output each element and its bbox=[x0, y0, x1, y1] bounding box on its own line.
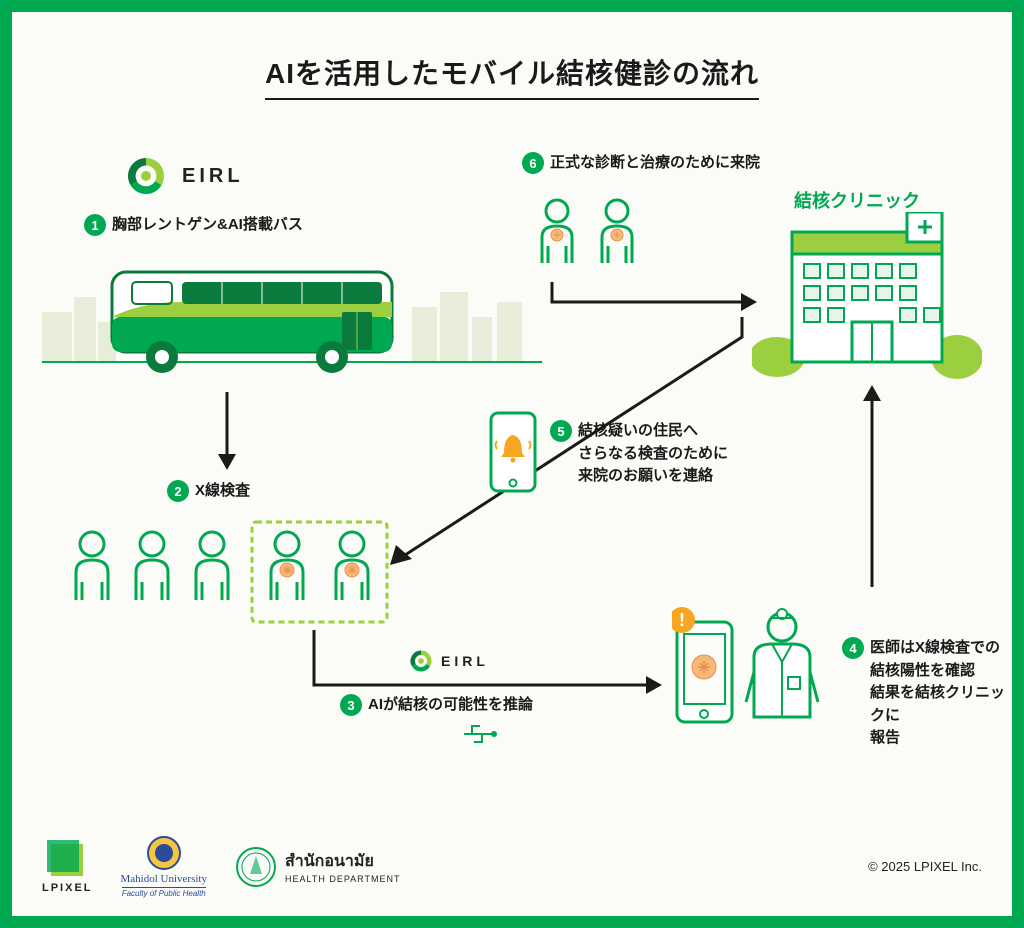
page-title: AIを活用したモバイル結核健診の流れ bbox=[265, 52, 759, 100]
clinic-building-icon bbox=[752, 212, 982, 382]
step-6: 6 正式な診断と治療のために来院 bbox=[522, 152, 760, 175]
step-1-num: 1 bbox=[84, 214, 106, 236]
eirl-logo-small: EIRL bbox=[407, 647, 489, 675]
step-3: 3 AIが結核の可能性を推論 bbox=[340, 694, 533, 717]
health-dept-sub: HEALTH DEPARTMENT bbox=[285, 874, 401, 884]
step-6-label: 正式な診断と治療のために来院 bbox=[550, 152, 760, 175]
step-1: 1 胸部レントゲン&AI搭載バス bbox=[84, 214, 303, 237]
infographic-canvas: AIを活用したモバイル結核健診の流れ EIRL 1 胸部レントゲン&AI搭載バス bbox=[12, 12, 1012, 916]
arrow-6-clinic-icon bbox=[542, 282, 762, 322]
health-dept-seal-icon bbox=[235, 846, 277, 888]
step-2: 2 X線検査 bbox=[167, 480, 250, 503]
people-row-icon bbox=[62, 512, 422, 632]
step-4: 4 医師はX線検査での 結核陽性を確認 結果を結核クリニックに 報告 bbox=[842, 637, 1007, 750]
phone-bell-icon bbox=[485, 407, 541, 497]
step-4-label: 医師はX線検査での 結核陽性を確認 結果を結核クリニックに 報告 bbox=[870, 637, 1007, 750]
step-5-label: 結核疑いの住民へ さらなる検査のために 来院のお願いを連絡 bbox=[578, 420, 728, 488]
logo-health-dept: สำนักอนามัย HEALTH DEPARTMENT bbox=[235, 846, 401, 888]
svg-text:!: ! bbox=[679, 610, 685, 630]
step-3-num: 3 bbox=[340, 694, 362, 716]
mahidol-name: Mahidol University bbox=[121, 873, 207, 885]
step-5-num: 5 bbox=[550, 420, 572, 442]
copyright: © 2025 LPIXEL Inc. bbox=[868, 859, 982, 874]
health-dept-name: สำนักอนามัย bbox=[285, 849, 401, 874]
step-6-num: 6 bbox=[522, 152, 544, 174]
step-3-label: AIが結核の可能性を推論 bbox=[368, 694, 533, 717]
step-4-num: 4 bbox=[842, 637, 864, 659]
logo-lpixel: LPIXEL bbox=[42, 840, 93, 894]
mahidol-seal-icon bbox=[146, 835, 182, 871]
eirl-brand-small: EIRL bbox=[441, 653, 489, 669]
doctor-phone-icon: ! bbox=[672, 592, 832, 742]
footer-logos: LPIXEL Mahidol University Faculty of Pub… bbox=[42, 835, 401, 898]
step-2-label: X線検査 bbox=[195, 480, 250, 503]
lpixel-mark-icon bbox=[47, 840, 87, 880]
eirl-mark-small-icon bbox=[407, 647, 435, 675]
lpixel-name: LPIXEL bbox=[42, 882, 93, 894]
eirl-brand-text: EIRL bbox=[182, 165, 244, 188]
step-5: 5 結核疑いの住民へ さらなる検査のために 来院のお願いを連絡 bbox=[550, 420, 750, 488]
arrow-1-2-icon bbox=[212, 392, 242, 472]
mahidol-sub: Faculty of Public Health bbox=[122, 887, 206, 898]
data-transfer-icon bbox=[462, 722, 502, 746]
logo-mahidol: Mahidol University Faculty of Public Hea… bbox=[121, 835, 207, 898]
arrow-4-clinic-icon bbox=[857, 382, 887, 587]
step-1-label: 胸部レントゲン&AI搭載バス bbox=[112, 214, 303, 237]
step-2-num: 2 bbox=[167, 480, 189, 502]
eirl-logo-top: EIRL bbox=[122, 152, 244, 200]
eirl-mark-icon bbox=[122, 152, 170, 200]
footer: LPIXEL Mahidol University Faculty of Pub… bbox=[42, 835, 982, 898]
clinic-label: 結核クリニック bbox=[794, 187, 920, 213]
patients-icon bbox=[522, 182, 652, 282]
